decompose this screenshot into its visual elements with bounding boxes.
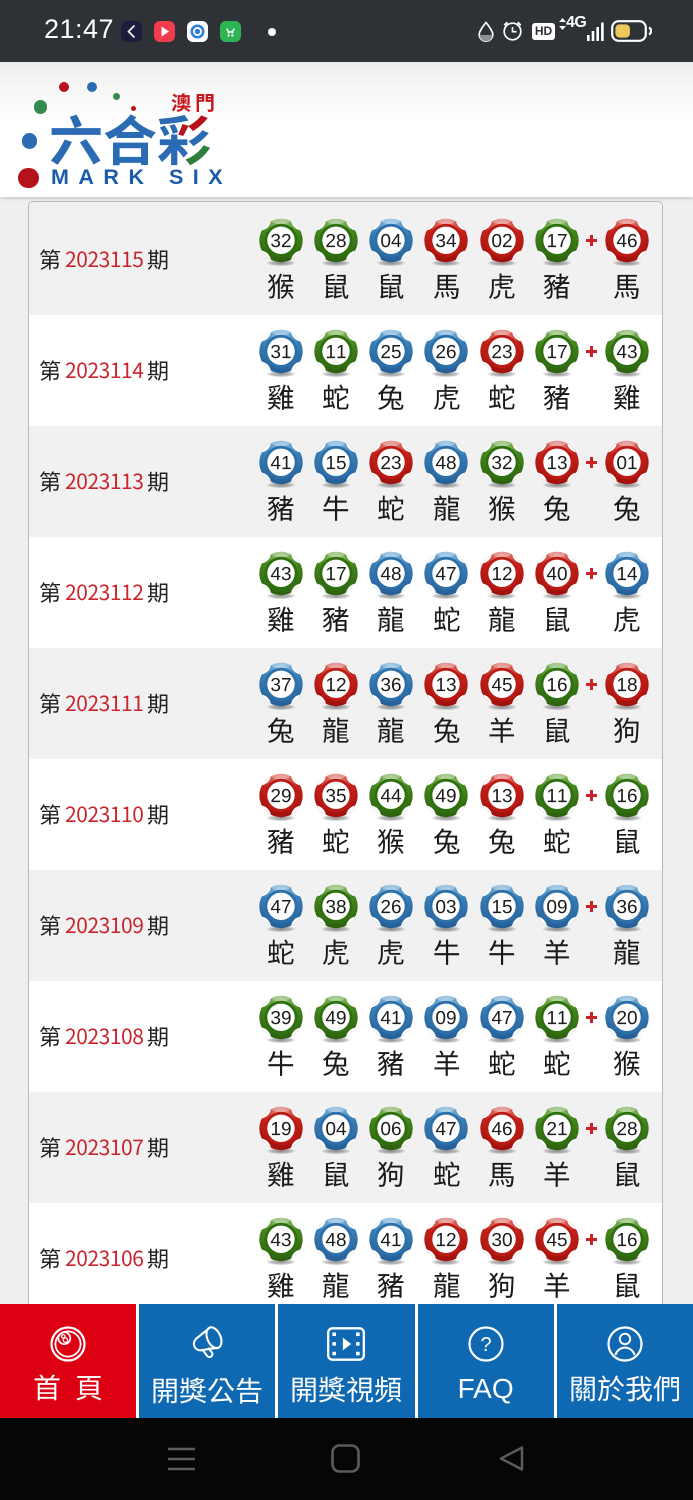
svg-text:?: ? xyxy=(480,1334,491,1356)
